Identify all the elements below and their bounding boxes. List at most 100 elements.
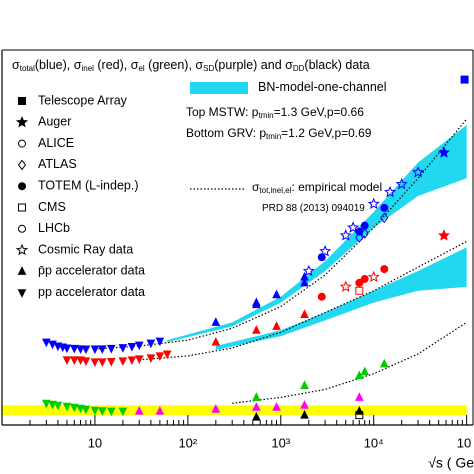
- marker: [155, 337, 165, 347]
- marker: [70, 344, 79, 354]
- legend-label: LHCb: [38, 221, 70, 235]
- text-part: σ: [252, 180, 260, 194]
- x-tick-label: 10⁴: [364, 435, 384, 450]
- marker: [252, 297, 261, 307]
- text-part: PRD 88 (2013) 094019: [262, 203, 365, 214]
- subscript: inel: [81, 64, 94, 73]
- marker: [62, 356, 72, 365]
- marker: [76, 345, 85, 354]
- legend-label: ATLAS: [38, 157, 77, 171]
- marker: [42, 399, 51, 409]
- annotation: Top MSTW: ptmin=1.3 GeV,p=0.66: [186, 105, 364, 120]
- subscript: DD: [293, 64, 305, 73]
- subscript: el: [138, 64, 144, 73]
- legend-label: CMS: [38, 200, 66, 214]
- band: [2, 405, 467, 416]
- annotation: σtot,inel,el: empirical model: [252, 180, 382, 195]
- subscript: tmin: [266, 132, 281, 141]
- marker: [252, 402, 261, 411]
- model-curve: [232, 321, 467, 404]
- x-tick-label: 10: [457, 435, 471, 450]
- legend-label: Telescope Array: [38, 93, 128, 107]
- text-part: (purple) and σ: [214, 58, 293, 72]
- marker: [17, 159, 27, 171]
- marker: [62, 402, 72, 412]
- text-part: Bottom GRV: p: [186, 126, 266, 140]
- legend-label: ALICE: [38, 136, 74, 150]
- marker: [412, 166, 425, 178]
- marker: [437, 146, 450, 158]
- marker: [272, 289, 281, 299]
- marker: [90, 345, 100, 355]
- marker: [347, 221, 360, 233]
- marker: [106, 357, 116, 367]
- marker: [70, 403, 79, 413]
- marker: [252, 392, 261, 401]
- marker: [272, 321, 281, 330]
- text-part: (blue), σ: [35, 58, 82, 72]
- marker: [460, 75, 469, 84]
- marker: [339, 229, 352, 241]
- marker: [211, 317, 221, 326]
- subscript: SD: [203, 64, 214, 73]
- band: [215, 247, 467, 350]
- marker: [106, 344, 116, 354]
- marker: [53, 401, 63, 411]
- text-part: =1.2 GeV,p=0.69: [281, 126, 372, 140]
- marker: [380, 203, 389, 212]
- marker: [380, 265, 389, 274]
- band: [167, 125, 467, 343]
- marker: [15, 243, 29, 256]
- marker: [360, 366, 370, 376]
- text-part: (red), σ: [94, 58, 139, 72]
- marker: [162, 350, 172, 360]
- marker: [211, 404, 221, 413]
- text-part: =1.3 GeV,p=0.66: [274, 105, 365, 119]
- marker: [134, 406, 144, 415]
- marker: [62, 344, 72, 354]
- marker: [355, 411, 364, 420]
- marker: [395, 177, 408, 190]
- marker: [367, 270, 380, 283]
- chart-title: σtotal(blue), σinel (red), σel (green), …: [12, 58, 370, 73]
- marker: [97, 345, 107, 354]
- marker: [355, 406, 364, 415]
- text-part: BN-model-one-channel: [258, 80, 387, 94]
- band-swatch: [190, 82, 248, 94]
- marker: [42, 338, 51, 348]
- marker: [300, 410, 309, 419]
- marker: [360, 221, 369, 230]
- marker: [367, 197, 380, 210]
- marker: [81, 357, 91, 366]
- marker: [317, 253, 326, 262]
- marker: [300, 400, 309, 409]
- text-part: σ: [12, 58, 20, 72]
- marker: [81, 345, 91, 355]
- marker: [18, 224, 26, 233]
- marker: [70, 356, 79, 365]
- legend-label: pp accelerator data: [38, 285, 145, 299]
- marker: [118, 344, 128, 353]
- annotation: Bottom GRV: ptmin=1.2 GeV,p=0.69: [186, 126, 372, 141]
- marker: [155, 352, 165, 362]
- annotation: BN-model-one-channel: [258, 80, 387, 94]
- marker: [380, 212, 389, 224]
- legend-label: Auger: [38, 115, 71, 129]
- x-axis-label: √s ( Ge: [428, 455, 474, 471]
- marker: [15, 115, 29, 128]
- marker: [18, 139, 26, 148]
- marker: [355, 278, 364, 287]
- marker: [155, 406, 165, 415]
- marker: [317, 292, 326, 301]
- marker: [355, 232, 364, 243]
- marker: [319, 244, 332, 257]
- marker: [97, 358, 107, 367]
- marker: [97, 407, 107, 416]
- legend-label: TOTEM (L-indep.): [38, 178, 139, 192]
- marker: [384, 185, 397, 198]
- marker: [81, 405, 91, 415]
- model-curve: [94, 118, 468, 350]
- text-part: Top MSTW: p: [186, 105, 259, 119]
- marker: [106, 407, 116, 417]
